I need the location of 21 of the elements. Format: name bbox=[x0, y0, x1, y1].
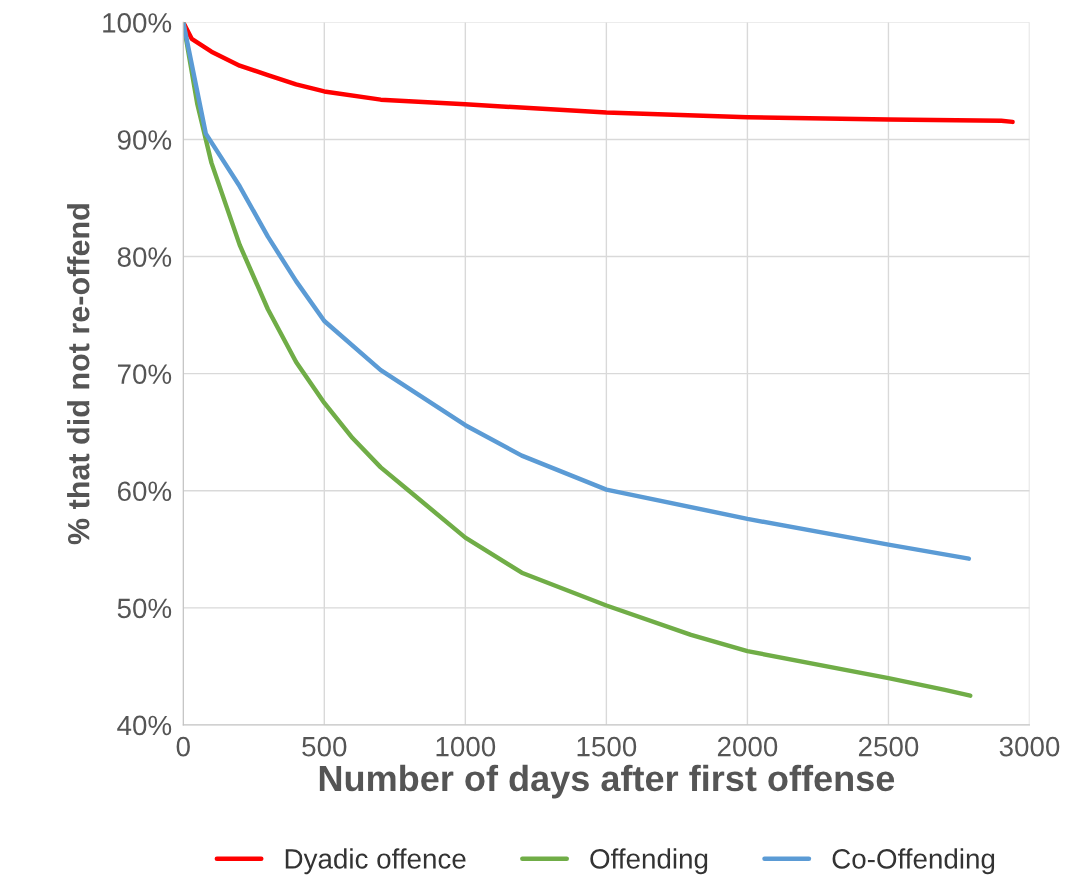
x-tick-label: 2000 bbox=[717, 736, 778, 757]
legend-label: Co-Offending bbox=[832, 848, 995, 875]
y-tick-label: 60% bbox=[117, 481, 172, 502]
x-axis-title: Number of days after first offense bbox=[319, 764, 895, 799]
line-series bbox=[183, 22, 972, 561]
y-axis-title: % that did not re-offend bbox=[67, 204, 90, 545]
x-tick-label: 3000 bbox=[999, 736, 1060, 757]
line-series bbox=[183, 22, 1015, 125]
x-tick-label: 500 bbox=[302, 736, 347, 757]
x-tick-label: 1500 bbox=[577, 736, 637, 757]
x-tick-label: 0 bbox=[176, 736, 190, 757]
legend-label: Offending bbox=[590, 848, 708, 875]
y-tick-label: 80% bbox=[117, 247, 172, 267]
x-tick-label: 1000 bbox=[436, 736, 496, 757]
y-tick-label: 50% bbox=[117, 598, 172, 619]
y-tick-label: 100% bbox=[103, 13, 172, 33]
y-tick-label: 90% bbox=[117, 130, 172, 150]
x-tick-label: 2500 bbox=[858, 736, 919, 757]
legend-label: Dyadic offence bbox=[285, 848, 466, 875]
y-tick-label: 40% bbox=[117, 715, 172, 736]
y-tick-label: 70% bbox=[117, 364, 172, 384]
